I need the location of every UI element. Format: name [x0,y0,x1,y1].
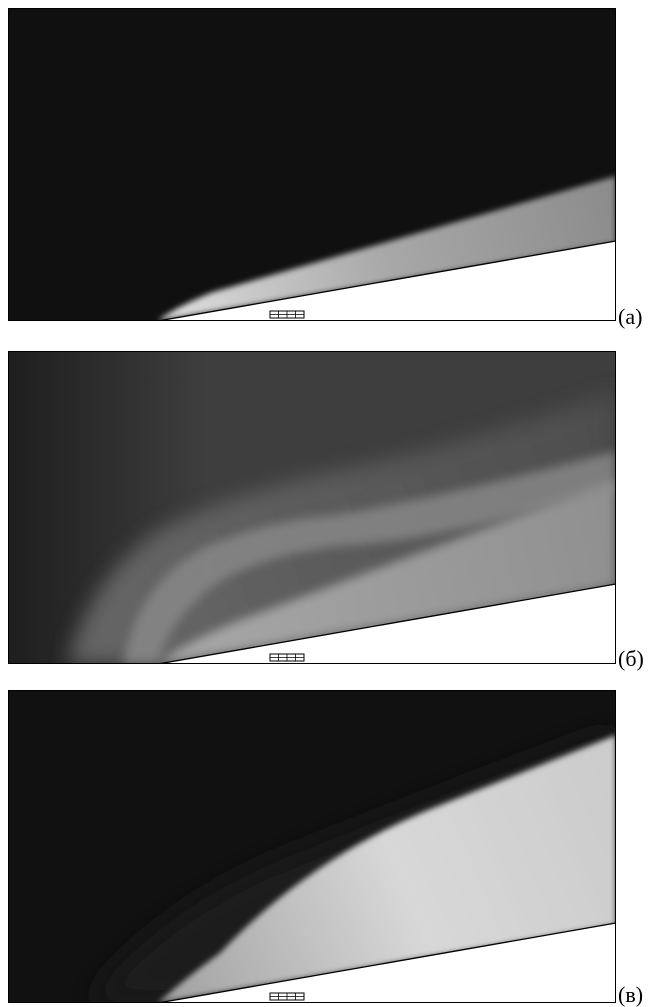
scale-marker [269,653,305,662]
scale-marker [269,310,305,319]
flow-field-image-a [8,8,616,321]
panel-c [8,690,616,1003]
panel-label-b: (б) [618,646,644,671]
panel-a [8,8,616,321]
panel-label-c: (в) [618,982,644,1007]
panel-label-a: (а) [618,304,643,329]
flow-field-image-b [8,351,616,664]
flow-field-image-c [8,690,616,1003]
panel-b [8,351,616,664]
scale-marker [269,992,305,1001]
